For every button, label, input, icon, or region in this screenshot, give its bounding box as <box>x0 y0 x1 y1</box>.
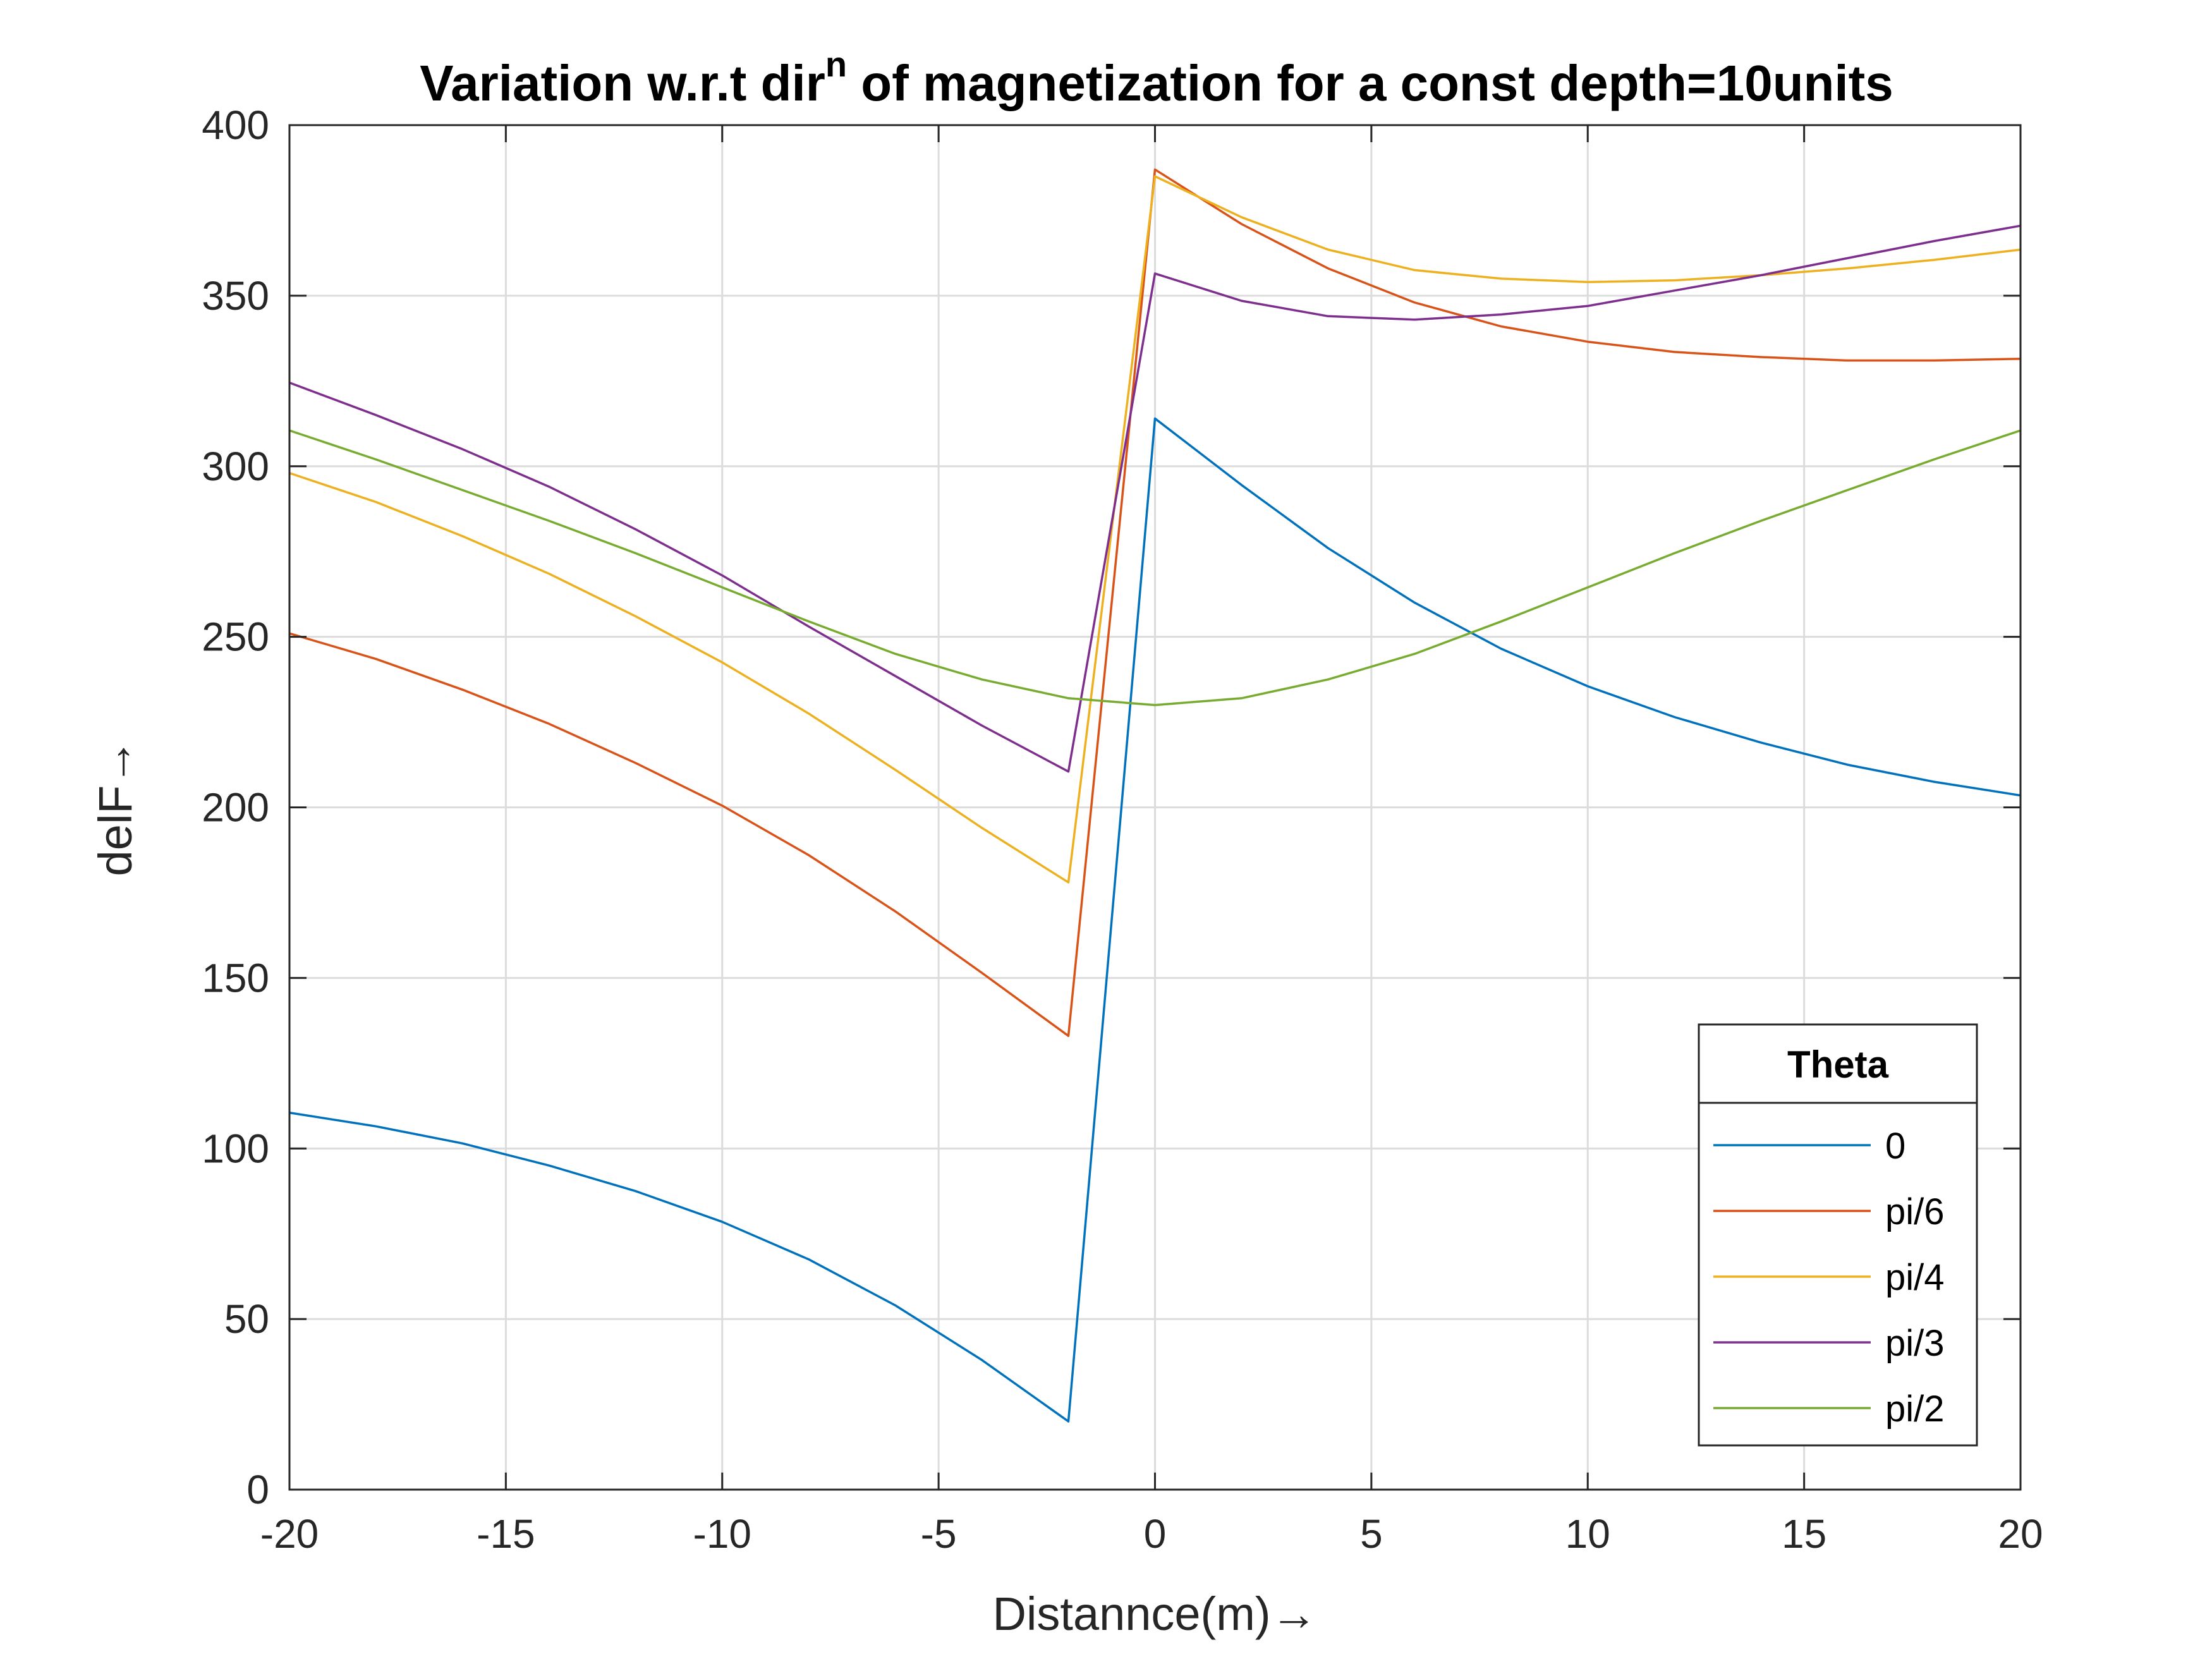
legend-items: 0 pi/6 pi/4 pi/3 pi/2 <box>1713 1126 1945 1430</box>
legend-label-2: pi/6 <box>1885 1191 1945 1232</box>
y-tick-label: 300 <box>202 444 269 489</box>
y-tick-label: 400 <box>202 102 269 148</box>
legend-label-3: pi/4 <box>1885 1257 1945 1298</box>
legend-label-1: 0 <box>1885 1126 1905 1167</box>
x-tick-label: -20 <box>260 1511 319 1557</box>
legend-label-5: pi/2 <box>1885 1389 1945 1430</box>
x-tick-label: 10 <box>1565 1511 1610 1557</box>
legend-label-4: pi/3 <box>1885 1323 1945 1364</box>
tick-labels: -20 -15 -10 -5 0 5 10 15 20050100150200250300350… <box>202 102 2043 1557</box>
title-rest: of magnetization for a const depth=10uni… <box>847 55 1893 111</box>
y-tick-label: 50 <box>224 1296 269 1342</box>
x-tick-label: -5 <box>921 1511 957 1557</box>
series-line-5 <box>289 429 2021 707</box>
y-tick-label: 100 <box>202 1126 269 1171</box>
chart-title: Variation w.r.t dirn of magnetization fo… <box>291 47 2022 112</box>
title-main: Variation w.r.t dir <box>420 55 825 111</box>
title-superscript: n <box>825 44 848 85</box>
series-lines <box>289 168 2021 1423</box>
x-tick-label: 20 <box>1998 1511 2043 1557</box>
ticks <box>288 124 2022 1491</box>
series-line-2 <box>289 168 2021 1037</box>
y-tick-label: 150 <box>202 955 269 1000</box>
x-tick-label: 15 <box>1782 1511 1826 1557</box>
y-axis-label: delF→ <box>89 739 142 877</box>
series-line-1 <box>289 417 2021 1423</box>
series-line-3 <box>289 175 2021 884</box>
y-tick-label: 250 <box>202 614 269 660</box>
y-tick-label: 200 <box>202 785 269 830</box>
x-tick-label: 0 <box>1144 1511 1167 1557</box>
y-tick-label: 0 <box>246 1467 269 1512</box>
x-axis-label: Distannce(m)→ <box>993 1588 1318 1640</box>
legend-title: Theta <box>1787 1043 1889 1086</box>
legend: Theta 0 pi/6 pi/4 pi/3 pi/2 <box>1698 1023 1978 1447</box>
x-tick-label: -10 <box>693 1511 752 1557</box>
x-tick-label: 5 <box>1360 1511 1383 1557</box>
legend-box <box>1698 1023 1978 1447</box>
series-line-4 <box>289 224 2021 773</box>
y-tick-label: 350 <box>202 273 269 319</box>
x-tick-label: -15 <box>477 1511 535 1557</box>
